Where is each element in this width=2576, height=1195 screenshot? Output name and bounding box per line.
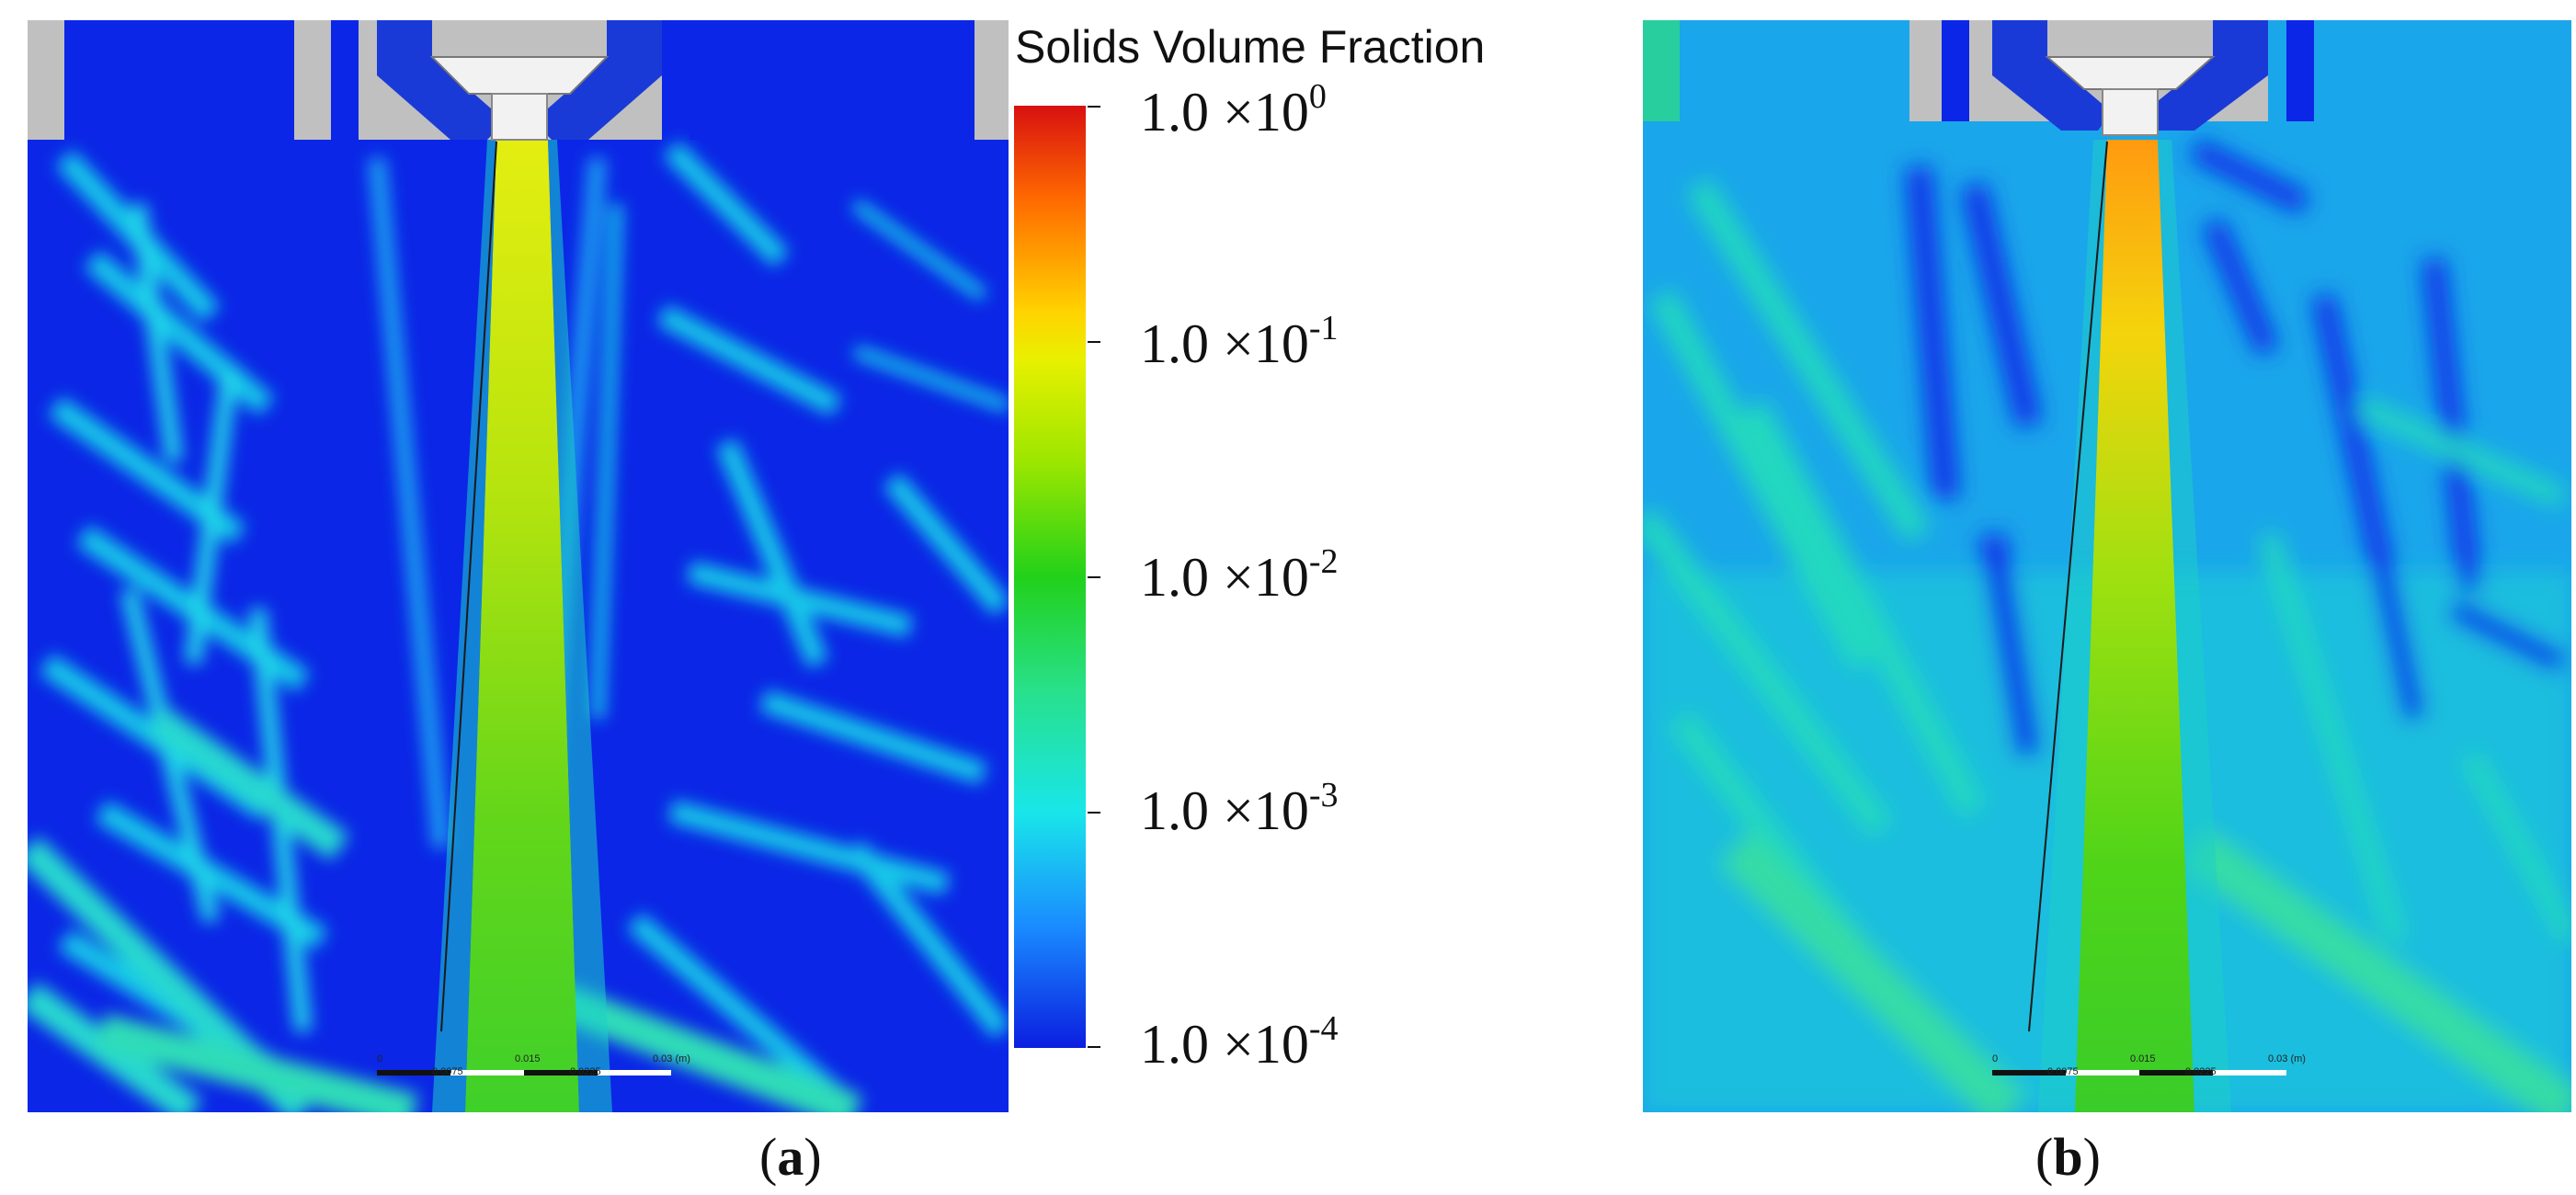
caption-a: (a) bbox=[759, 1127, 822, 1187]
scale-label: 0 bbox=[377, 1053, 383, 1064]
scale-label: 0.015 bbox=[2130, 1053, 2156, 1064]
nozzle-assembly bbox=[28, 20, 1009, 141]
contour-plot-b bbox=[1643, 20, 2571, 1112]
scale-bar bbox=[1992, 1070, 2286, 1076]
colorbar-label-1e-2: 1.0 ×10-2 bbox=[1140, 542, 1339, 608]
colorbar bbox=[1014, 106, 1086, 1048]
scale-label: 0.0225 bbox=[2185, 1066, 2217, 1077]
scale-label: 0.0075 bbox=[432, 1066, 463, 1077]
caption-b: (b) bbox=[2035, 1127, 2101, 1187]
contour-plot-a bbox=[28, 20, 1009, 1112]
particle-jet bbox=[2075, 140, 2194, 1112]
contour-panel-b bbox=[1643, 20, 2571, 1112]
scale-label: 0.03 (m) bbox=[653, 1053, 690, 1064]
legend-title: Solids Volume Fraction bbox=[1015, 21, 1486, 73]
scale-bar-labels-a: 0 0.015 0.03 (m) 0.0075 0.0225 bbox=[377, 1053, 690, 1077]
scale-bar bbox=[377, 1070, 671, 1076]
colorbar-label-1e-1: 1.0 ×10-1 bbox=[1140, 309, 1339, 374]
colorbar-label-1e0: 1.0 ×100 bbox=[1140, 77, 1327, 142]
colorbar-tick bbox=[1088, 576, 1100, 578]
scale-label: 0.0225 bbox=[570, 1066, 601, 1077]
contour-panel-a bbox=[28, 20, 1009, 1112]
scale-label: 0.03 (m) bbox=[2268, 1053, 2306, 1064]
colorbar-label-1e-3: 1.0 ×10-3 bbox=[1140, 776, 1339, 841]
colorbar-tick bbox=[1088, 1046, 1100, 1048]
colorbar-label-1e-4: 1.0 ×10-4 bbox=[1140, 1009, 1339, 1075]
colorbar-tick bbox=[1088, 106, 1100, 108]
scale-label: 0.015 bbox=[515, 1053, 541, 1064]
jet-boundary-line bbox=[440, 141, 497, 1032]
colorbar-tick bbox=[1088, 812, 1100, 814]
jet-boundary-line bbox=[2028, 141, 2108, 1032]
particle-jet bbox=[465, 140, 579, 1112]
colorbar-tick bbox=[1088, 341, 1100, 343]
scale-bar-labels-b: 0 0.015 0.03 (m) 0.0075 0.0225 bbox=[1992, 1053, 2306, 1077]
nozzle-assembly bbox=[1643, 20, 2314, 136]
scale-label: 0 bbox=[1992, 1053, 1999, 1064]
scale-label: 0.0075 bbox=[2047, 1066, 2079, 1077]
